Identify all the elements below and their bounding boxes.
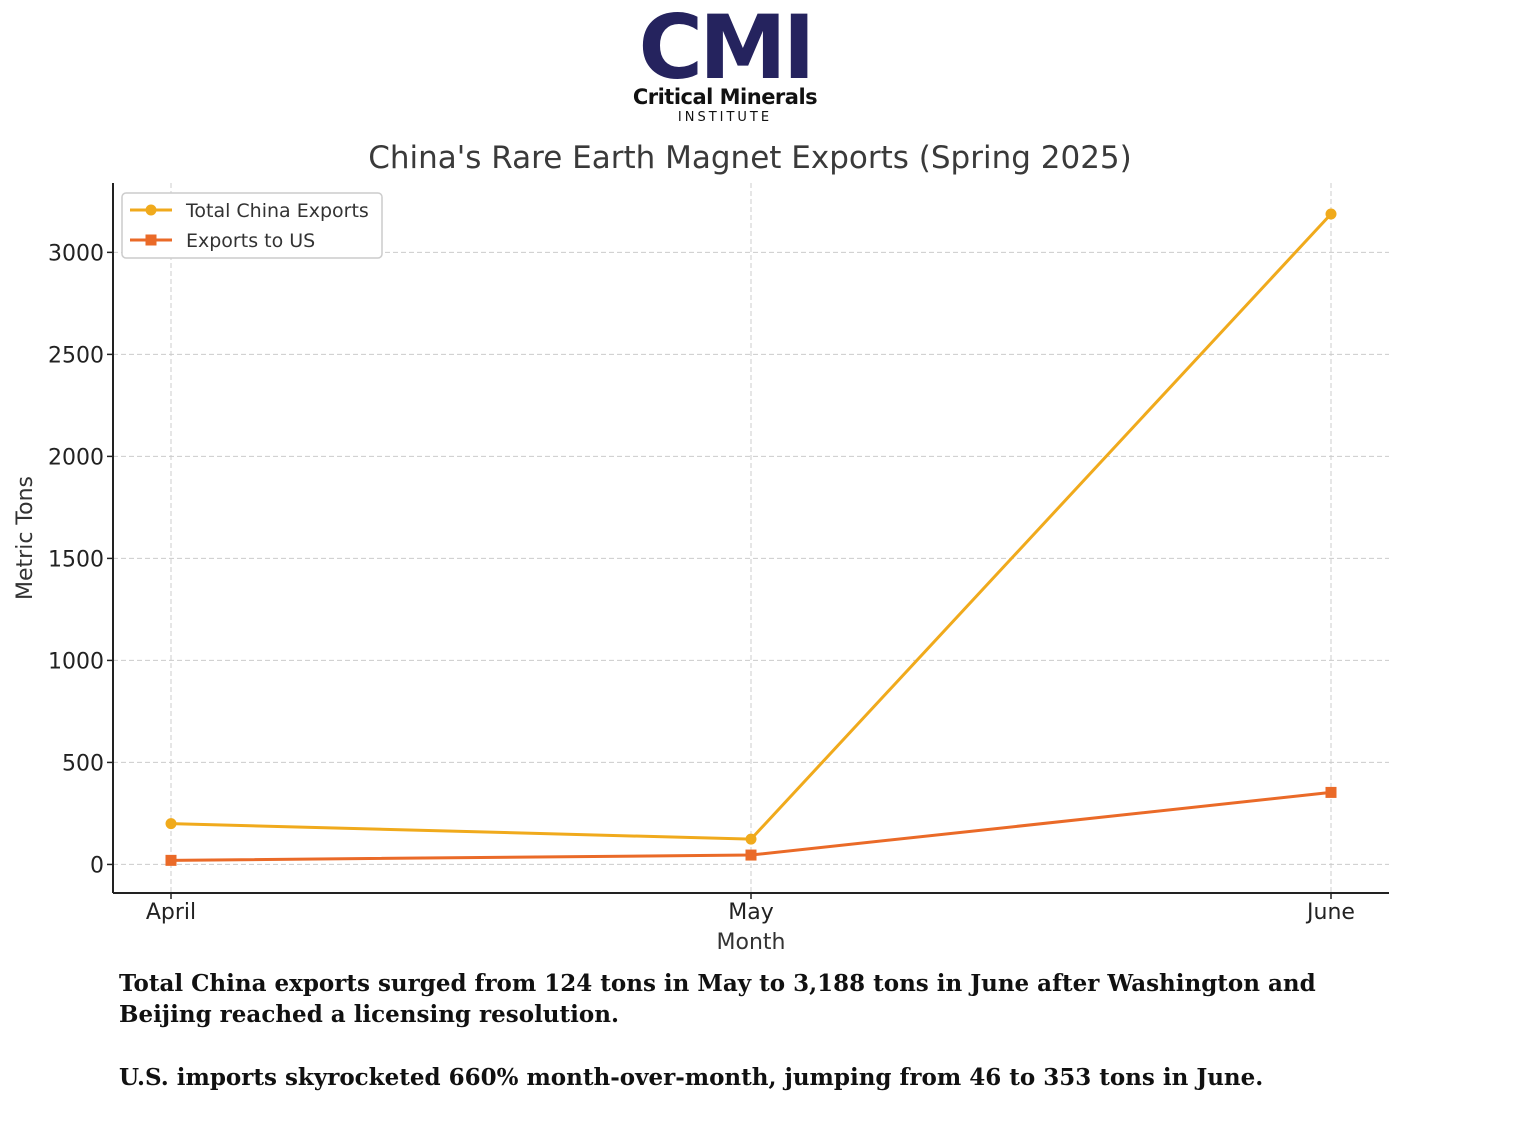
data-point-marker: [1325, 208, 1337, 220]
data-point-marker: [745, 849, 757, 861]
logo-subtitle: INSTITUTE: [677, 110, 773, 125]
data-point-marker: [165, 854, 177, 866]
legend-box: [121, 192, 383, 259]
legend-label: Total China Exports: [185, 200, 369, 222]
grid-lines: [113, 183, 1389, 893]
y-tick-label: 2500: [48, 343, 104, 368]
data-point-marker: [1325, 786, 1337, 798]
x-axis-label: Month: [717, 930, 786, 955]
y-tick-label: 500: [62, 751, 104, 776]
line-chart: 0 500 1000 1500 2000 2500 3000 April May June Mon…: [13, 183, 1389, 955]
legend-swatch-marker: [145, 204, 157, 216]
cmi-logo-mark: CMI: [639, 0, 816, 99]
tick-labels: 0 500 1000 1500 2000 2500 3000 April May June: [48, 241, 1355, 925]
x-tick-label: May: [728, 900, 773, 925]
legend-swatch-marker: [145, 234, 157, 246]
logo-name: Critical Minerals: [632, 85, 818, 109]
y-tick-label: 2000: [48, 445, 104, 470]
caption-us-imports: U.S. imports skyrocketed 660% month-over…: [119, 1064, 1264, 1091]
y-tick-label: 1500: [48, 547, 104, 572]
data-point-marker: [165, 818, 177, 830]
data-point-marker: [745, 833, 757, 845]
cmi-logo-letters: CMI: [639, 6, 812, 99]
caption-total-exports: Total China exports surged from 124 tons…: [119, 970, 1316, 1028]
y-tick-label: 0: [90, 853, 104, 878]
legend-label: Exports to US: [186, 230, 315, 252]
legend: Total China Exports Exports to US: [121, 192, 383, 259]
y-axis-label: Metric Tons: [13, 476, 38, 600]
x-tick-label: April: [146, 900, 196, 925]
chart-title: China's Rare Earth Magnet Exports (Sprin…: [368, 140, 1132, 176]
y-tick-label: 3000: [48, 241, 104, 266]
cmi-logo: CMI: [600, 0, 850, 128]
series-layer: [165, 208, 1337, 866]
y-tick-label: 1000: [48, 649, 104, 674]
x-tick-label: June: [1305, 900, 1355, 925]
